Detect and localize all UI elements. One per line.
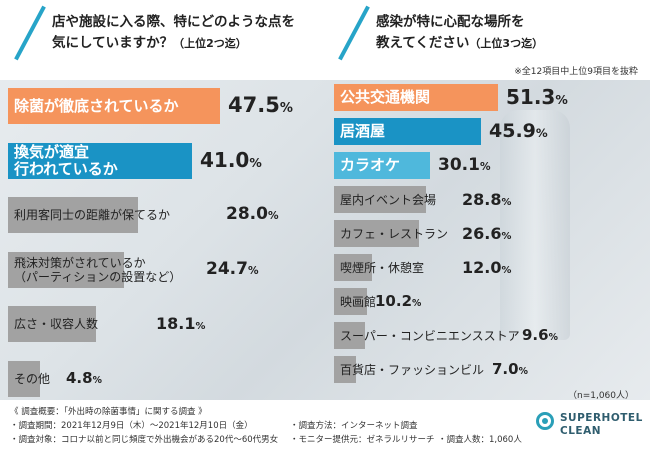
bar-7: 映画館 (334, 288, 376, 315)
bar-label-6: その他 (14, 371, 51, 386)
bar-3: 利用客同士の距離が保てるか (8, 197, 170, 233)
header: 店や施設に入る際、特にどのような点を 気にしていますか？（上位2つ迄） 感染が特… (0, 0, 650, 80)
bar-label-2: 換気が適宜 行われているか (14, 142, 118, 178)
value-label-4: 28.8% (462, 189, 512, 209)
bar-5: カフェ・レストラン (334, 220, 448, 247)
survey-provider: ・モニター提供元：ゼネラルリサーチ (290, 435, 435, 445)
bar-label-3: 利用客同士の距離が保てるか (14, 208, 171, 222)
left-question-suffix: （上位2つ迄） (173, 37, 247, 50)
value-label-1: 47.5% (228, 92, 293, 117)
bar-6: 喫煙所・休憩室 (334, 254, 424, 281)
logo-line2: CLEAN (560, 425, 601, 437)
bar-1: 除菌が徹底されているか (8, 88, 220, 124)
right-question-accent (338, 5, 370, 61)
value-label-2: 41.0% (200, 148, 262, 173)
right-question-line1: 感染が特に心配な場所を (376, 14, 525, 30)
bar-label-5: 広さ・収容人数 (14, 317, 99, 331)
value-label-3: 30.1% (438, 154, 491, 175)
left-question: 店や施設に入る際、特にどのような点を 気にしていますか？（上位2つ迄） (52, 12, 295, 54)
right-question-line2: 教えてください (376, 35, 470, 51)
survey-period: ・調査期間：2021年12月9日（木）～2021年12月10日（金） (10, 421, 253, 431)
value-label-5: 26.6% (462, 223, 512, 243)
survey-target: ・調査対象：コロナ以前と同じ頻度で外出機会がある20代～60代男女 (10, 435, 279, 445)
value-label-2: 45.9% (489, 119, 548, 142)
bar-label-4: 屋内イベント会場 (340, 192, 437, 207)
survey-count: ・調査人数：1,060人 (438, 435, 522, 445)
value-label-8: 9.6% (522, 326, 558, 345)
bar-9: 百貨店・ファッションビル (334, 356, 484, 383)
value-label-6: 4.8% (66, 369, 102, 388)
survey-title: 《 調査概要：「外出時の除菌事情」に関する調査 》 (10, 407, 207, 417)
value-label-1: 51.3% (506, 85, 568, 110)
sanitizer-bottle-image (500, 110, 570, 340)
bar-3: カラオケ (334, 152, 430, 179)
bar-label-1: 除菌が徹底されているか (14, 96, 179, 115)
value-label-5: 18.1% (156, 314, 206, 334)
logo-icon (536, 412, 554, 430)
bar-label-9: 百貨店・ファッションビル (340, 362, 485, 377)
value-label-4: 24.7% (206, 258, 259, 279)
bar-4: 飛沫対策がされているか （パーティションの設置など） (8, 251, 181, 288)
bar-label-1: 公共交通機関 (340, 88, 431, 106)
right-question: 感染が特に心配な場所を 教えてください（上位3つ迄） (376, 12, 543, 54)
bar-6: その他 (8, 360, 50, 397)
survey-method: ・調査方法：インターネット調査 (290, 421, 418, 431)
value-label-3: 28.0% (226, 204, 279, 225)
value-label-6: 12.0% (462, 257, 512, 277)
bar-8: スーパー・コンビニエンスストア (334, 322, 520, 349)
value-label-9: 7.0% (492, 360, 528, 379)
bar-label-3: カラオケ (340, 156, 401, 174)
bar-label-8: スーパー・コンビニエンスストア (340, 328, 520, 343)
bar-2: 居酒屋 (334, 118, 481, 145)
logo-line1: SUPERHOTEL (560, 412, 643, 424)
left-question-accent (14, 5, 46, 61)
bar-4: 屋内イベント会場 (334, 186, 436, 213)
value-label-7: 10.2% (375, 292, 422, 311)
bar-label-6: 喫煙所・休憩室 (340, 260, 425, 275)
right-question-suffix: （上位3つ迄） (469, 37, 544, 50)
bar-label-5: カフェ・レストラン (340, 226, 449, 241)
bar-1: 公共交通機関 (334, 84, 498, 111)
bar-label-7: 映画館 (340, 294, 377, 309)
bar-2: 換気が適宜 行われているか (8, 142, 192, 179)
excerpt-note: ※全12項目中上位9項目を抜粋 (514, 67, 638, 77)
left-question-line1: 店や施設に入る際、特にどのような点を (52, 14, 295, 30)
sample-size-note: （n=1,060人） (567, 391, 634, 401)
bar-label-2: 居酒屋 (340, 122, 386, 140)
left-question-line2: 気にしていますか？ (52, 35, 174, 51)
bar-label-4: 飛沫対策がされているか （パーティションの設置など） (14, 255, 182, 284)
bar-5: 広さ・収容人数 (8, 306, 99, 342)
